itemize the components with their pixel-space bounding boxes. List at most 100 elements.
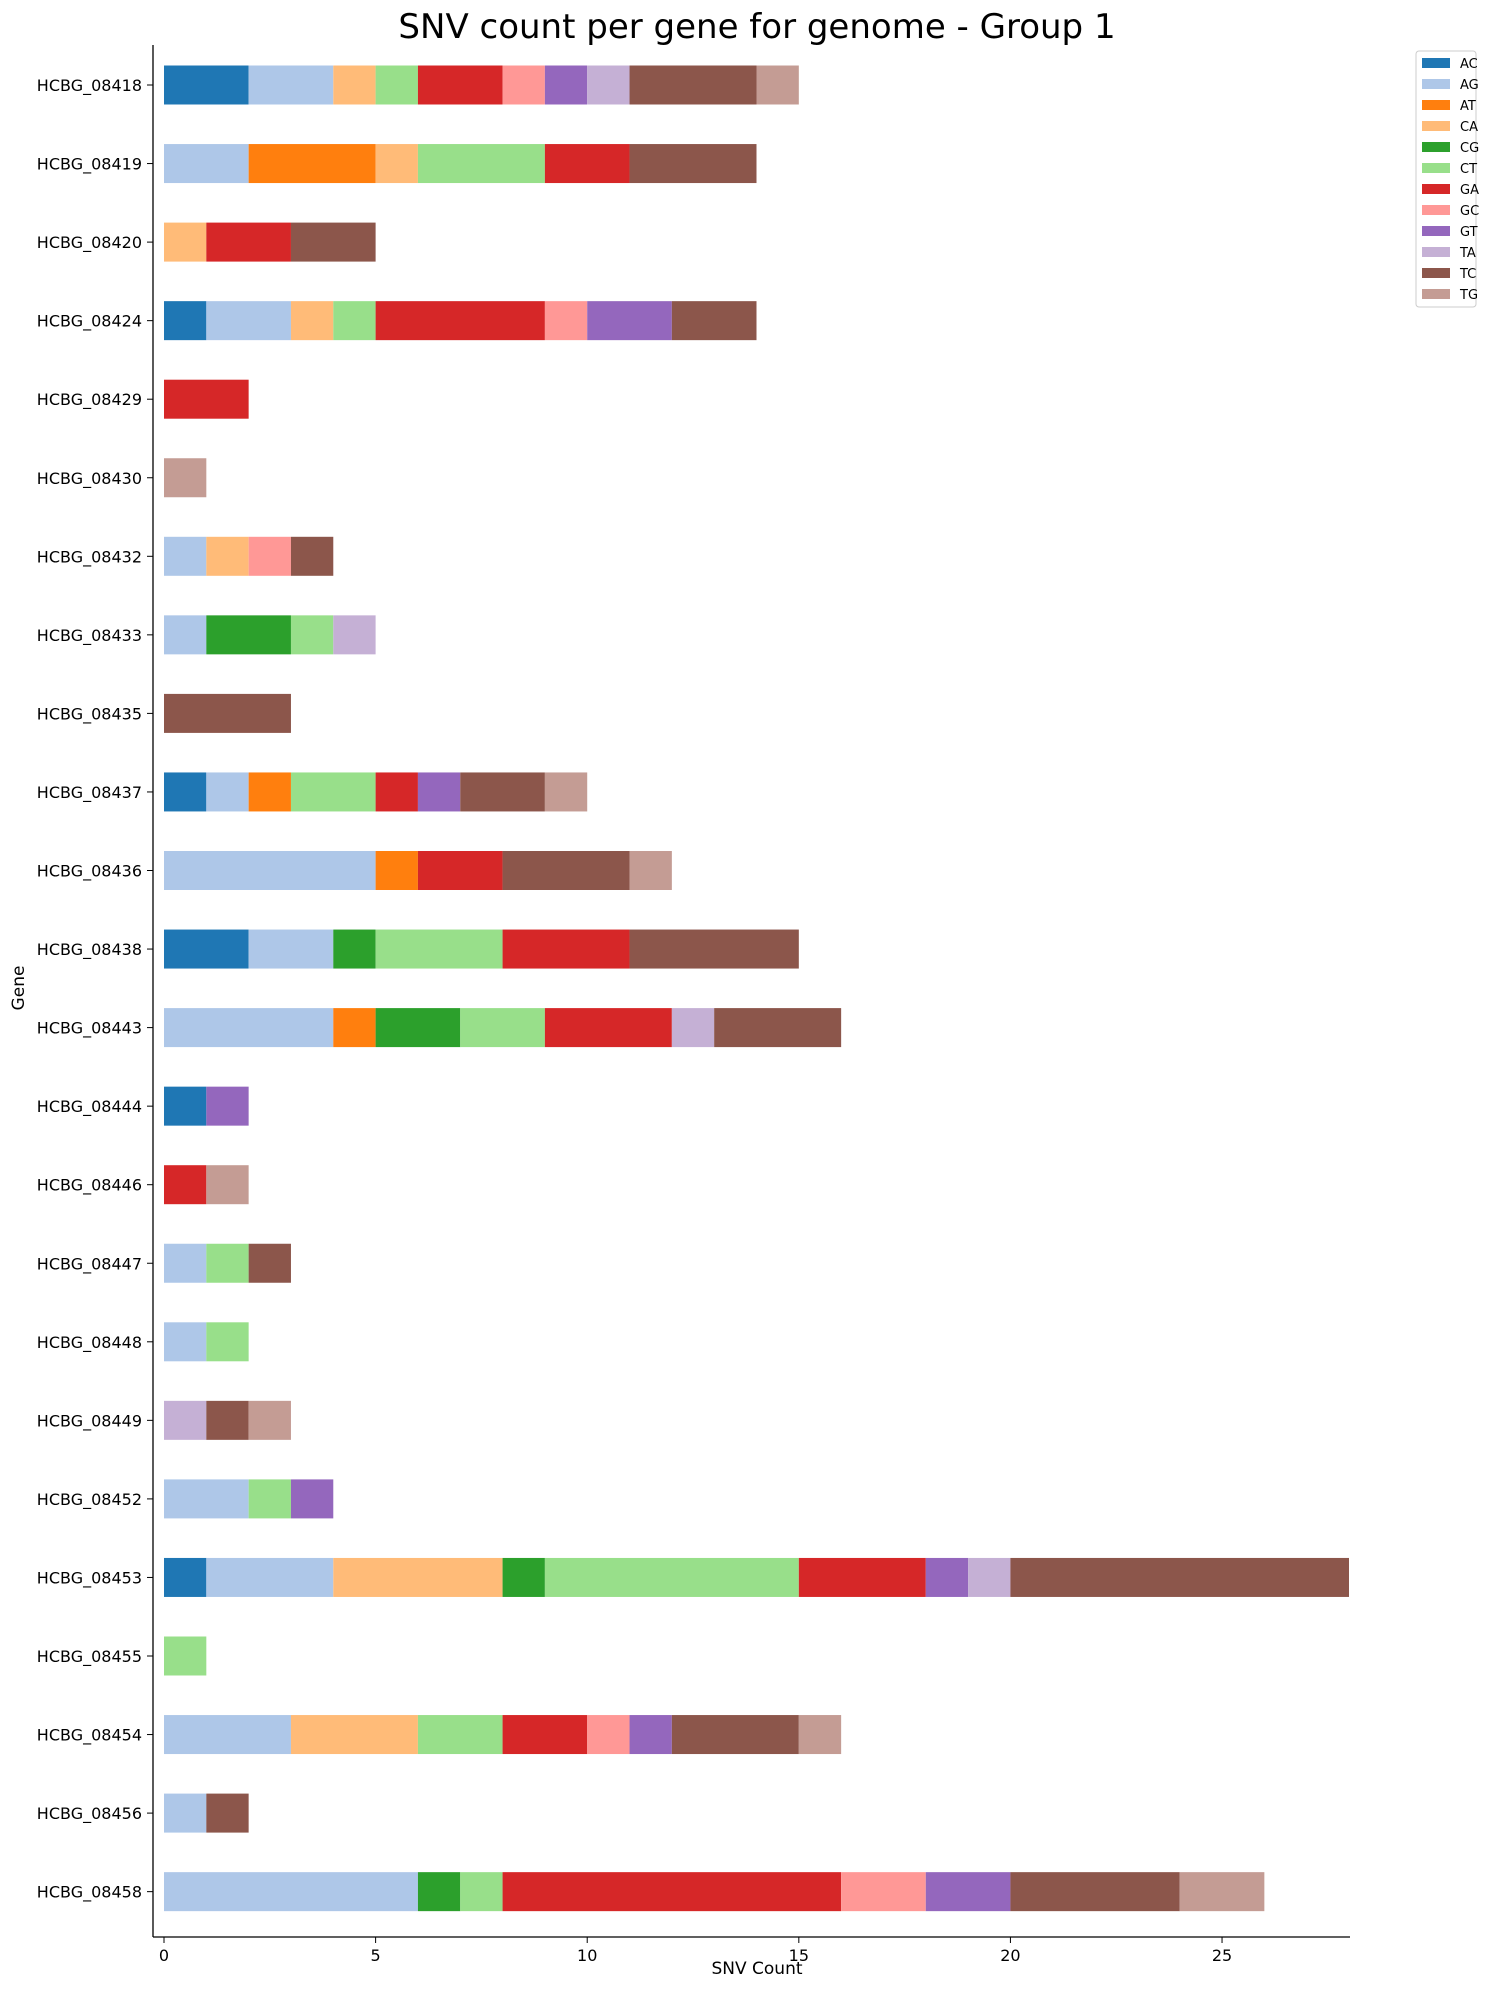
bar-segment-HCBG_08454-GT — [629, 1715, 672, 1755]
bar-segment-HCBG_08419-TC — [629, 144, 757, 184]
y-tick-label: HCBG_08420 — [37, 233, 142, 253]
bar-segment-HCBG_08433-CG — [206, 615, 291, 655]
bar-segment-HCBG_08454-TC — [671, 1715, 799, 1755]
bar-segment-HCBG_08458-GA — [502, 1872, 842, 1912]
y-tick-label: HCBG_08419 — [37, 155, 142, 175]
bar-segment-HCBG_08449-TG — [248, 1400, 291, 1440]
bar-segment-HCBG_08418-GC — [502, 65, 545, 105]
y-tick-label: HCBG_08418 — [37, 76, 142, 96]
bar-segment-HCBG_08453-TC — [1010, 1557, 1349, 1597]
y-tick-label: HCBG_08432 — [37, 547, 142, 567]
bar-segment-HCBG_08424-CT — [333, 301, 376, 341]
bar-segment-HCBG_08454-GA — [502, 1715, 588, 1755]
bar-segment-HCBG_08438-TC — [629, 929, 799, 969]
bar-segment-HCBG_08436-AT — [375, 851, 418, 890]
bar-segment-HCBG_08418-AG — [248, 65, 334, 105]
bar-segment-HCBG_08454-GC — [587, 1715, 630, 1755]
bar-segment-HCBG_08456-TC — [206, 1793, 249, 1833]
bar-segment-HCBG_08453-AG — [206, 1557, 334, 1597]
legend-label-AT: AT — [1460, 99, 1476, 114]
bar-segment-HCBG_08424-GT — [587, 301, 672, 341]
legend-swatch-CT — [1422, 163, 1450, 173]
bar-segment-HCBG_08433-TA — [333, 615, 376, 655]
y-tick-label: HCBG_08453 — [37, 1568, 142, 1588]
bar-segment-HCBG_08436-TC — [502, 851, 630, 890]
bar-segment-HCBG_08447-TC — [248, 1243, 291, 1283]
bar-segment-HCBG_08419-CA — [375, 144, 418, 184]
bar-segment-HCBG_08418-CA — [333, 65, 376, 105]
y-tick-label: HCBG_08443 — [37, 1019, 142, 1039]
bar-segment-HCBG_08454-CT — [417, 1715, 503, 1755]
bar-segment-HCBG_08419-AG — [164, 144, 249, 184]
bar-segment-HCBG_08424-GC — [544, 301, 588, 341]
chart-title: SNV count per gene for genome - Group 1 — [398, 7, 1115, 47]
bar-segment-HCBG_08456-AG — [164, 1793, 207, 1833]
bar-segment-HCBG_08437-AC — [164, 772, 207, 812]
bar-segment-HCBG_08449-TA — [164, 1400, 207, 1440]
bar-segment-HCBG_08449-TC — [206, 1400, 249, 1440]
bar-segment-HCBG_08455-CT — [164, 1636, 207, 1676]
legend-frame — [1415, 50, 1477, 308]
bar-segment-HCBG_08452-GT — [290, 1479, 334, 1519]
legend-label-AC: AC — [1460, 57, 1478, 72]
bar-segment-HCBG_08454-CA — [290, 1715, 418, 1755]
legend-swatch-TA — [1422, 247, 1450, 257]
y-axis-label: Gene — [9, 966, 29, 1011]
bar-segment-HCBG_08438-AG — [248, 929, 334, 969]
legend-label-GA: GA — [1460, 183, 1479, 198]
bar-segment-HCBG_08452-CT — [248, 1479, 291, 1519]
bar-segment-HCBG_08435-TC — [164, 693, 291, 733]
y-tick-label: HCBG_08449 — [37, 1411, 142, 1431]
bar-segment-HCBG_08418-CT — [375, 65, 418, 105]
bar-segment-HCBG_08458-TC — [1010, 1872, 1180, 1912]
bar-segment-HCBG_08448-AG — [164, 1322, 207, 1362]
legend-swatch-TC — [1422, 268, 1450, 278]
bar-segment-HCBG_08418-TC — [629, 65, 757, 105]
bar-segment-HCBG_08453-CA — [333, 1557, 503, 1597]
legend-swatch-CG — [1422, 142, 1450, 152]
bar-segment-HCBG_08443-TC — [714, 1008, 842, 1048]
y-tick-label: HCBG_08455 — [37, 1647, 142, 1667]
y-axis-ticks: HCBG_08418 HCBG_08419 HCBG_08420 HCBG_08424… — [37, 76, 153, 1903]
bar-area — [164, 65, 1349, 1912]
bar-segment-HCBG_08443-CG — [375, 1008, 461, 1048]
bar-segment-HCBG_08437-GT — [417, 772, 461, 812]
x-tick-label: 5 — [371, 1946, 381, 1965]
bar-segment-HCBG_08453-CT — [544, 1557, 799, 1597]
bar-segment-HCBG_08453-AC — [164, 1557, 207, 1597]
y-tick-label: HCBG_08437 — [37, 783, 142, 803]
y-tick-label: HCBG_08452 — [37, 1490, 142, 1510]
bar-segment-HCBG_08436-GA — [417, 851, 503, 890]
bar-segment-HCBG_08453-GA — [798, 1557, 926, 1597]
y-tick-label: HCBG_08456 — [37, 1804, 142, 1824]
bar-segment-HCBG_08458-GT — [925, 1872, 1011, 1912]
bar-segment-HCBG_08432-GC — [248, 536, 291, 576]
bar-segment-HCBG_08437-CT — [290, 772, 376, 812]
bar-segment-HCBG_08458-AG — [164, 1872, 418, 1912]
bar-segment-HCBG_08420-GA — [206, 222, 291, 262]
bar-segment-HCBG_08424-AG — [206, 301, 291, 341]
bar-segment-HCBG_08432-TC — [290, 536, 334, 576]
bar-segment-HCBG_08446-TG — [206, 1165, 249, 1205]
legend-swatch-CA — [1422, 121, 1450, 131]
x-tick-label: 0 — [159, 1946, 169, 1965]
legend-label-CA: CA — [1460, 120, 1478, 135]
legend-label-CG: CG — [1460, 141, 1479, 156]
legend: AC AG AT CA CG CT GA GC GT TA TC TG — [1415, 50, 1479, 308]
bar-segment-HCBG_08444-GT — [206, 1086, 249, 1126]
y-tick-label: HCBG_08435 — [37, 704, 142, 724]
bar-segment-HCBG_08430-TG — [164, 458, 207, 498]
bar-segment-HCBG_08443-AG — [164, 1008, 334, 1048]
bar-segment-HCBG_08432-CA — [206, 536, 249, 576]
bar-segment-HCBG_08438-GA — [502, 929, 630, 969]
bar-segment-HCBG_08436-TG — [629, 851, 672, 890]
bar-segment-HCBG_08437-TG — [544, 772, 588, 812]
legend-swatch-AT — [1422, 100, 1450, 110]
x-tick-label: 25 — [1212, 1946, 1232, 1965]
bar-segment-HCBG_08433-CT — [290, 615, 334, 655]
bar-segment-HCBG_08458-GC — [841, 1872, 926, 1912]
legend-swatch-AG — [1422, 79, 1450, 89]
y-tick-label: HCBG_08436 — [37, 862, 142, 882]
bar-segment-HCBG_08418-GA — [417, 65, 503, 105]
y-tick-label: HCBG_08454 — [37, 1726, 142, 1746]
